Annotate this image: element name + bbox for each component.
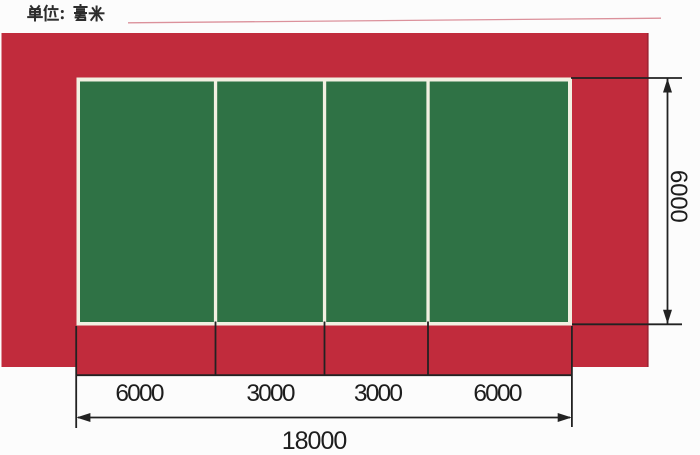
svg-text:0009: 0009	[667, 170, 694, 223]
svg-text:3000: 3000	[246, 380, 294, 407]
svg-text:3000: 3000	[354, 380, 402, 407]
svg-text:18000: 18000	[282, 427, 347, 455]
svg-text:6000: 6000	[473, 380, 521, 407]
svg-text:6000: 6000	[115, 380, 163, 407]
